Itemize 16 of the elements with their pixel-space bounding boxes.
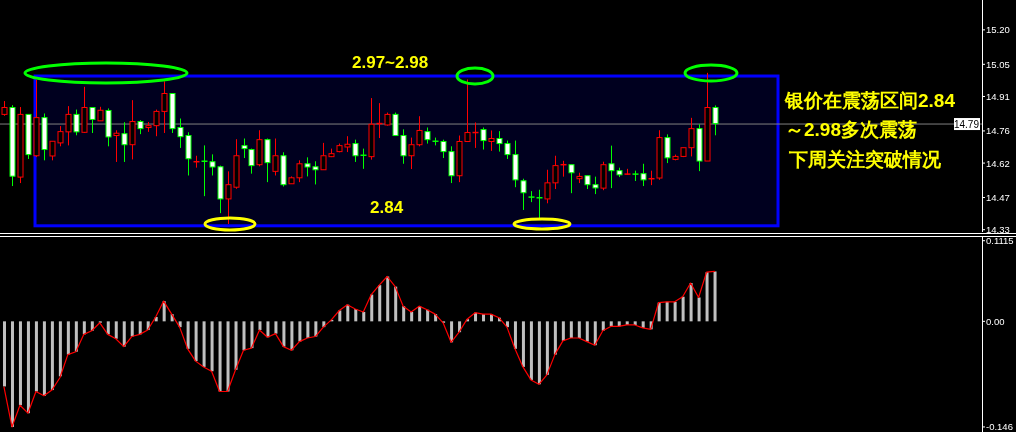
y-tick-label: 14.47 bbox=[986, 192, 1010, 204]
y-tick-label: 14.33 bbox=[986, 224, 1010, 236]
y-tick-label: 14.91 bbox=[986, 90, 1010, 102]
annotation: 2.84 bbox=[370, 198, 404, 217]
y-tick-label: 14.76 bbox=[986, 125, 1010, 137]
y-tick-label: 14.62 bbox=[986, 157, 1010, 169]
y-tick-label: -0.146 bbox=[986, 421, 1013, 432]
y-tick-label: 15.20 bbox=[986, 24, 1010, 36]
annotation: 下周关注突破情况 bbox=[788, 149, 942, 170]
annotation: 银价在震荡区间2.84 bbox=[784, 90, 956, 111]
y-tick-label: 0.00 bbox=[986, 315, 1005, 327]
annotation: ～2.98多次震荡 bbox=[785, 119, 917, 140]
y-tick-label: 15.05 bbox=[986, 58, 1010, 70]
annotation: 2.97~2.98 bbox=[352, 53, 429, 72]
y-tick-label: 0.1115 bbox=[986, 235, 1014, 247]
ref-line-label: 14.79 bbox=[953, 119, 980, 131]
